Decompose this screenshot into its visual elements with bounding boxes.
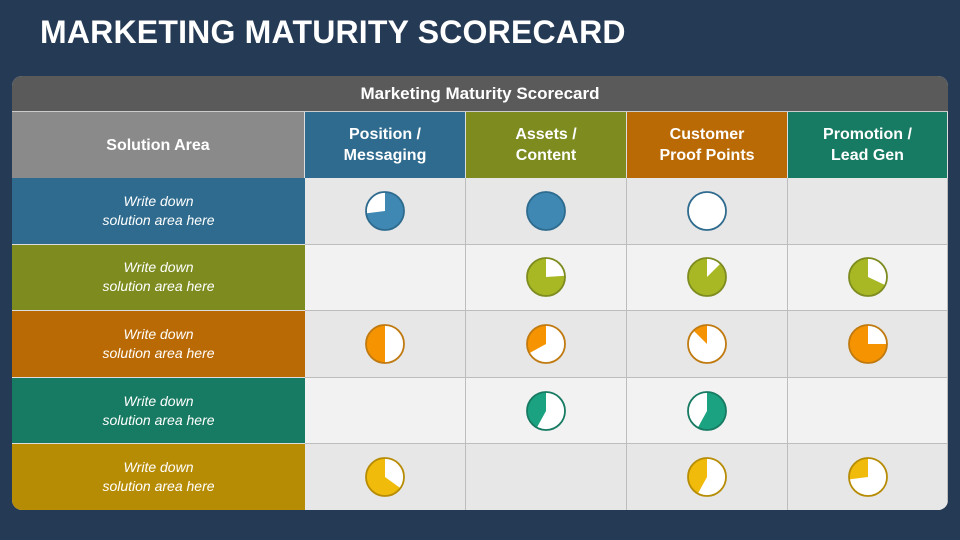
- score-cell: [788, 377, 948, 445]
- ball-outline: [687, 457, 727, 498]
- harvey-ball-icon: [526, 257, 566, 298]
- ball-outline: [365, 324, 405, 364]
- ball-fill: [848, 258, 885, 297]
- score-cell: [305, 311, 466, 378]
- row-label[interactable]: Write down solution area here: [12, 178, 305, 245]
- harvey-ball-icon: [687, 457, 727, 498]
- score-cell: [788, 311, 948, 378]
- label-line: Messaging: [343, 147, 427, 164]
- ball-outline: [526, 324, 566, 364]
- harvey-ball-icon: [847, 324, 888, 364]
- score-cell: [466, 444, 627, 510]
- column-header-solution-area: Solution Area: [12, 112, 305, 178]
- score-cell: [627, 244, 788, 312]
- label-line: solution area here: [102, 478, 215, 495]
- score-cell: [627, 444, 788, 510]
- ball-fill: [527, 391, 546, 428]
- scorecard-table: Marketing Maturity Scorecard Solution Ar…: [12, 76, 948, 510]
- ball-outline: [847, 324, 888, 364]
- harvey-ball-icon: [365, 324, 405, 364]
- label-line: solution area here: [102, 411, 215, 428]
- ball-fill: [366, 191, 404, 230]
- column-header: Assets / Content: [466, 112, 627, 178]
- ball-outline: [526, 390, 566, 431]
- score-cell: [466, 244, 627, 312]
- column-header: Promotion / Lead Gen: [788, 112, 948, 178]
- column-header: Position / Messaging: [305, 112, 466, 178]
- table-caption: Marketing Maturity Scorecard: [12, 76, 948, 112]
- score-cell: [305, 244, 466, 312]
- label-line: solution area here: [102, 278, 215, 295]
- harvey-ball-icon: [847, 257, 888, 298]
- label-line: Proof Points: [659, 147, 755, 164]
- ball-fill: [688, 258, 726, 297]
- harvey-ball-icon: [365, 457, 405, 498]
- harvey-ball-icon: [526, 190, 566, 231]
- score-cell: [788, 244, 948, 312]
- harvey-ball-icon: [847, 457, 888, 498]
- label-line: solution area here: [102, 211, 215, 228]
- ball-fill: [527, 191, 565, 230]
- score-cell: [788, 444, 948, 510]
- ball-fill: [848, 458, 868, 480]
- label-line: Position /: [349, 126, 421, 143]
- ball-background: [688, 191, 726, 230]
- row-label[interactable]: Write down solution area here: [12, 244, 305, 312]
- harvey-ball-icon: [687, 257, 727, 298]
- ball-fill: [693, 324, 707, 344]
- ball-outline: [687, 190, 727, 231]
- column-header: Customer Proof Points: [627, 112, 788, 178]
- label-line: Content: [515, 147, 577, 164]
- score-cell: [788, 178, 948, 245]
- label-line: Write down: [123, 325, 194, 342]
- score-cell: [305, 444, 466, 510]
- score-cell: [466, 178, 627, 245]
- ball-outline: [847, 457, 888, 498]
- label-line: Customer: [669, 126, 745, 143]
- harvey-ball-icon: [687, 324, 727, 364]
- label-line: Lead Gen: [831, 147, 904, 164]
- ball-outline: [847, 257, 888, 298]
- score-cell: [627, 377, 788, 445]
- score-cell: [305, 377, 466, 445]
- row-label[interactable]: Write down solution area here: [12, 311, 305, 378]
- label-line: Promotion /: [823, 126, 912, 143]
- ball-outline: [687, 324, 727, 364]
- ball-outline: [526, 190, 566, 231]
- harvey-ball-icon: [687, 190, 727, 231]
- harvey-ball-icon: [526, 324, 566, 364]
- ball-outline: [687, 390, 727, 431]
- label-line: Write down: [123, 392, 194, 409]
- label-line: Write down: [123, 459, 194, 476]
- scorecard-grid: Solution Area Position / Messaging Assets /…: [12, 112, 948, 510]
- ball-outline: [365, 457, 405, 498]
- label-line: Write down: [123, 259, 194, 276]
- ball-fill: [697, 391, 726, 430]
- ball-fill: [366, 324, 385, 363]
- label-line: Assets /: [515, 126, 577, 143]
- score-cell: [627, 311, 788, 378]
- label-line: Write down: [123, 192, 194, 209]
- ball-outline: [526, 257, 566, 298]
- score-cell: [627, 178, 788, 245]
- harvey-ball-icon: [365, 190, 405, 231]
- row-label[interactable]: Write down solution area here: [12, 444, 305, 510]
- label-line: solution area here: [102, 344, 215, 361]
- score-cell: [466, 311, 627, 378]
- score-cell: [466, 377, 627, 445]
- ball-fill: [688, 458, 707, 494]
- row-label[interactable]: Write down solution area here: [12, 377, 305, 445]
- ball-outline: [365, 190, 405, 231]
- harvey-ball-icon: [687, 390, 727, 431]
- harvey-ball-icon: [526, 390, 566, 431]
- ball-fill: [366, 458, 401, 497]
- score-cell: [305, 178, 466, 245]
- ball-fill: [527, 258, 565, 297]
- ball-outline: [687, 257, 727, 298]
- ball-fill: [848, 324, 887, 363]
- slide-title: MARKETING MATURITY SCORECARD: [40, 14, 626, 50]
